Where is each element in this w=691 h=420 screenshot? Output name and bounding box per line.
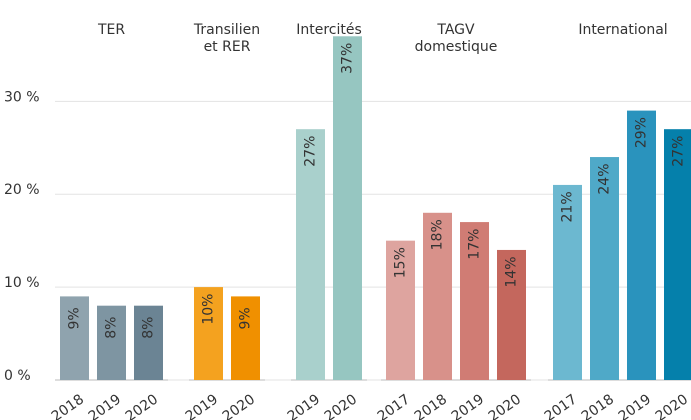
value-label: 27% — [303, 136, 319, 167]
value-label: 8% — [104, 317, 120, 339]
x-tick-label: 2020 — [486, 391, 524, 420]
y-tick-label: 30 % — [4, 89, 40, 105]
value-label: 10% — [201, 294, 217, 325]
group-label: et RER — [204, 39, 251, 55]
bar — [423, 212, 452, 380]
x-tick-label: 2020 — [322, 391, 360, 420]
x-tick-label: 2020 — [653, 391, 691, 420]
x-tick-label: 2019 — [449, 391, 487, 420]
group-label: domestique — [415, 39, 498, 55]
group-label: Transilien — [193, 22, 260, 38]
x-tick-label: 2018 — [412, 391, 450, 420]
y-tick-label: 0 % — [4, 368, 31, 384]
x-tick-label: 2019 — [183, 391, 221, 420]
x-tick-label: 2018 — [579, 391, 617, 420]
value-label: 8% — [141, 317, 157, 339]
value-label: 27% — [671, 136, 687, 167]
group-label: International — [578, 22, 667, 38]
bar — [134, 305, 163, 380]
x-tick-label: 2017 — [375, 391, 413, 420]
x-tick-label: 2018 — [49, 391, 87, 420]
x-tick-label: 2019 — [86, 391, 124, 420]
bar — [97, 305, 126, 380]
value-label: 9% — [67, 307, 83, 329]
value-label: 17% — [467, 229, 483, 260]
bar — [296, 129, 325, 380]
value-label: 21% — [560, 191, 576, 222]
bar — [60, 296, 89, 380]
x-tick-label: 2019 — [285, 391, 323, 420]
bar — [627, 110, 656, 381]
value-label: 15% — [393, 247, 409, 278]
bar — [194, 287, 223, 380]
group-label: TER — [97, 22, 125, 38]
value-label: 9% — [238, 307, 254, 329]
x-tick-label: 2020 — [123, 391, 161, 420]
x-tick-label: 2019 — [616, 391, 654, 420]
bar — [231, 296, 260, 380]
value-label: 29% — [634, 117, 650, 148]
y-tick-label: 10 % — [4, 275, 40, 291]
value-label: 24% — [597, 163, 613, 194]
value-label: 14% — [504, 256, 520, 287]
bar — [590, 157, 619, 380]
bar — [664, 129, 691, 380]
bar — [497, 249, 526, 380]
value-label: 37% — [340, 43, 356, 74]
value-label: 18% — [430, 219, 446, 250]
bar — [460, 222, 489, 380]
bar — [333, 36, 362, 380]
bar — [553, 184, 582, 380]
group-label: TAGV — [436, 22, 475, 38]
group-label: Intercités — [296, 22, 362, 38]
bar — [386, 240, 415, 380]
y-tick-label: 20 % — [4, 182, 40, 198]
x-tick-label: 2017 — [542, 391, 580, 420]
x-tick-label: 2020 — [220, 391, 258, 420]
